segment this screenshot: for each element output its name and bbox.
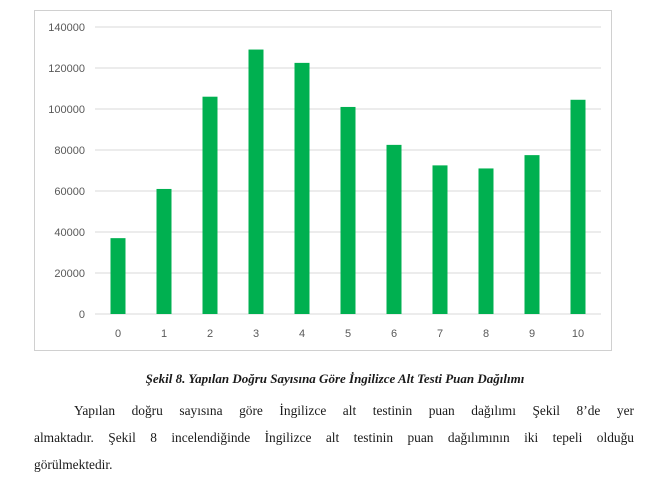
x-tick-label: 7 [437,328,443,340]
bar-7 [432,165,448,314]
x-tick-label: 8 [483,328,489,340]
x-tick-label: 2 [207,328,213,340]
paragraph-line-1: Yapılan doğru sayısına göre İngilizce al… [74,403,634,418]
bars [110,49,586,315]
x-tick-label: 5 [345,328,351,340]
x-tick-label: 1 [161,328,167,340]
y-tick-label: 60000 [54,186,85,198]
y-tick-label: 100000 [48,104,85,116]
bar-0 [110,238,126,314]
chart-frame: 0 20000 40000 60000 80000 100000 120000 140000 … [34,10,612,351]
paragraph-line-3: görülmektedir. [34,457,113,472]
x-tick-label: 0 [115,328,121,340]
y-tick-label: 0 [79,309,85,321]
y-tick-label: 40000 [54,227,85,239]
y-tick-label: 120000 [48,63,85,75]
x-tick-label: 6 [391,328,397,340]
y-tick-label: 20000 [54,268,85,280]
x-tick-label: 3 [253,328,259,340]
bar-3 [248,49,264,315]
bar-9 [524,155,540,314]
figure-caption: Şekil 8. Yapılan Doğru Sayısına Göre İng… [145,371,525,386]
body-paragraph: Yapılan doğru sayısına göre İngilizce al… [34,397,634,478]
x-tick-label: 10 [572,328,584,340]
x-axis-ticks: 0 1 2 3 4 5 6 7 8 9 10 [115,328,584,340]
bar-4 [294,62,310,314]
y-tick-label: 80000 [54,145,85,157]
bar-5 [340,106,356,314]
bar-8 [478,168,494,314]
bar-2 [202,96,218,314]
x-tick-label: 9 [529,328,535,340]
bar-10 [570,99,586,315]
bar-1 [156,188,172,314]
paragraph-line-2: almaktadır. Şekil 8 incelendiğinde İngil… [34,430,634,445]
bar-6 [386,144,402,314]
y-axis-ticks: 0 20000 40000 60000 80000 100000 120000 140000 [48,22,85,321]
bar-chart: 020000400006000080000100000120000140000 … [48,22,601,340]
y-tick-label: 140000 [48,22,85,34]
x-tick-label: 4 [299,328,305,340]
